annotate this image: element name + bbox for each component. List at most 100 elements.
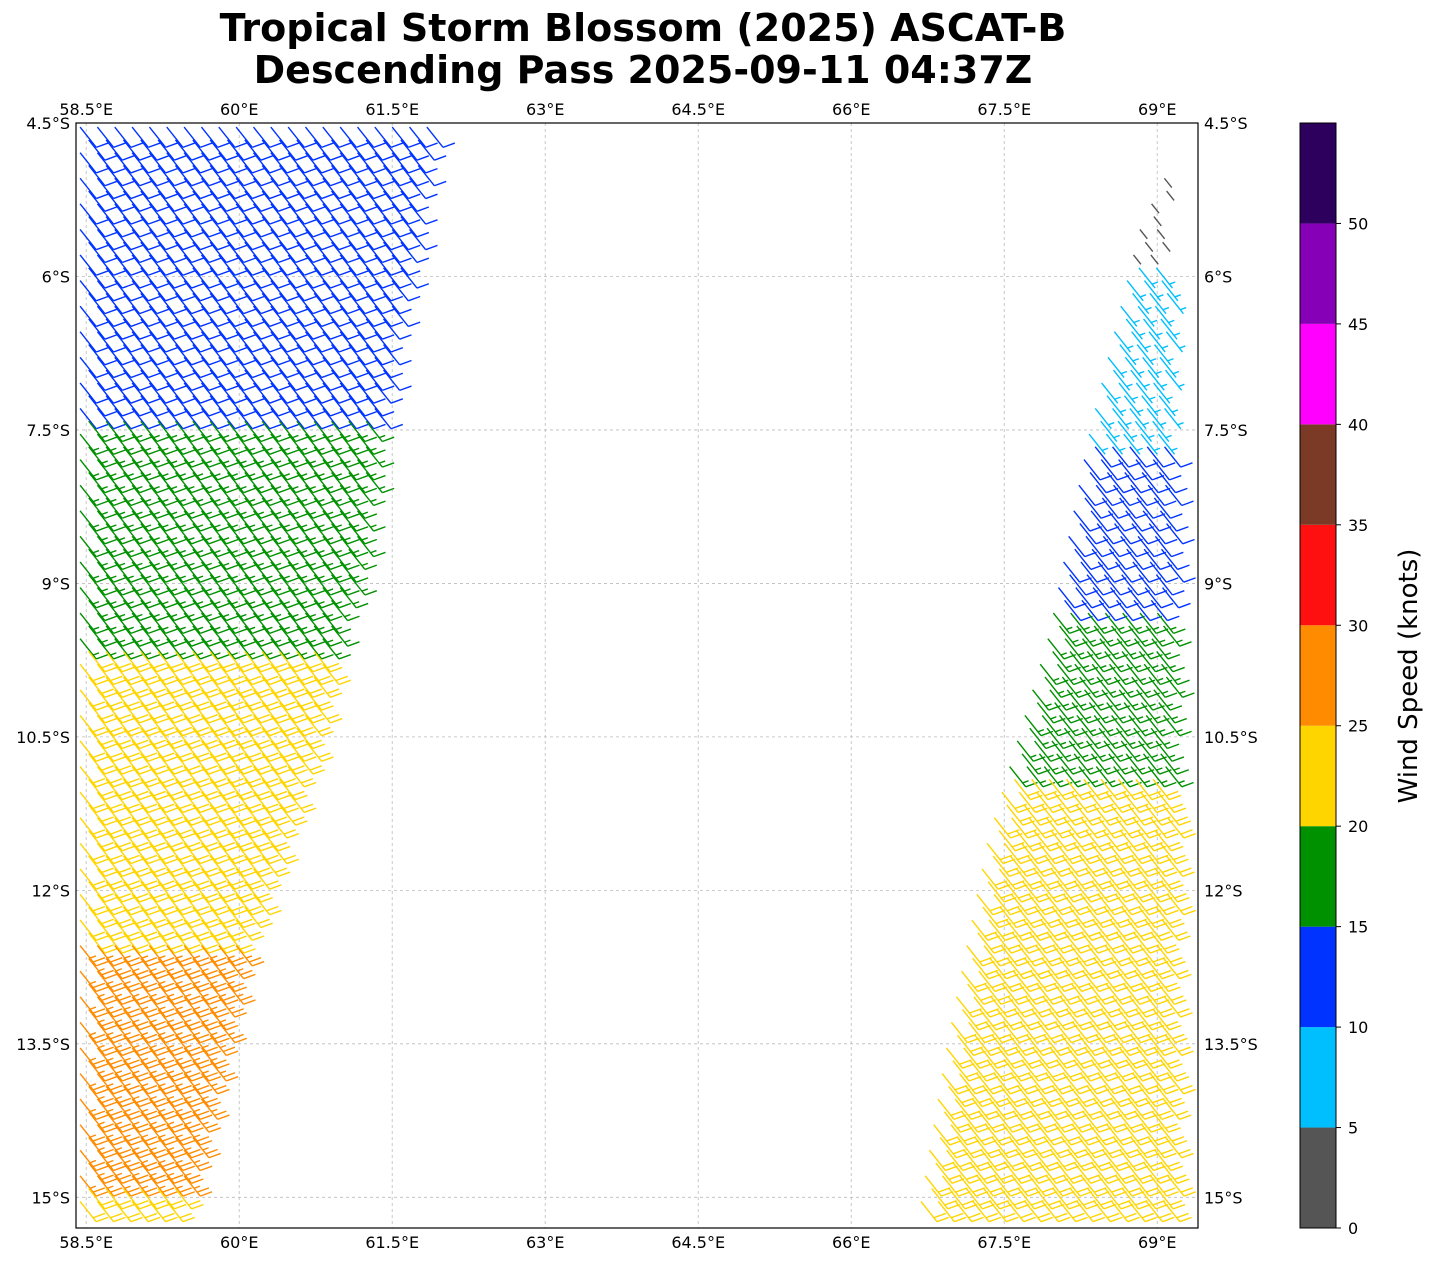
wind-barb (200, 638, 230, 660)
wind-barb (339, 280, 369, 302)
barb-feather-full (173, 283, 187, 289)
barb-feather-full (113, 577, 126, 583)
barb-feather-half (1168, 319, 1175, 324)
wind-barb (96, 484, 126, 507)
barb-feather-half (240, 511, 247, 516)
barb-shaft (235, 228, 253, 251)
barb-shaft (348, 241, 366, 263)
barb-shaft (339, 382, 357, 404)
barb-feather-half (193, 1159, 201, 1164)
wind-barb (235, 587, 265, 609)
barb-shaft (157, 139, 175, 161)
barb-shaft (417, 165, 435, 187)
barb-feather-full (269, 347, 282, 353)
barb-shaft (235, 254, 253, 276)
barb-feather-full (121, 487, 135, 494)
barb-feather-full (217, 1088, 230, 1095)
barb-shaft (252, 254, 271, 276)
barb-feather-full (260, 487, 274, 494)
barb-feather-full (295, 769, 308, 775)
barb-feather-full (104, 871, 117, 878)
barb-shaft (261, 241, 279, 263)
barb-shaft (313, 369, 331, 391)
barb-feather-full (382, 308, 395, 315)
barb-shaft (200, 203, 219, 225)
barb-feather-full (243, 948, 256, 954)
barb-feather-half (159, 955, 166, 959)
wind-barb (218, 510, 247, 532)
barb-feather-full (101, 1046, 114, 1053)
wind-barb (157, 676, 187, 698)
barb-feather-full (200, 884, 213, 890)
barb-feather-full (248, 777, 262, 784)
barb-feather-full (226, 743, 239, 750)
barb-feather-half (211, 1006, 218, 1010)
barb-feather-full (217, 756, 230, 762)
wind-barb (114, 535, 143, 558)
barb-feather-full (127, 829, 140, 835)
wind-barb (192, 651, 221, 673)
wind-barb (296, 292, 326, 315)
wind-barb (148, 1021, 178, 1044)
barb-feather-full (214, 777, 227, 784)
wind-barb (114, 254, 143, 276)
barb-shaft (131, 356, 149, 379)
wind-barb (330, 241, 360, 264)
barb-feather-full (364, 308, 378, 315)
barb-feather-full (170, 816, 184, 822)
barb-feather-full (162, 931, 175, 938)
barb-feather-half (167, 993, 175, 998)
barb-feather-full (191, 155, 204, 161)
barb-feather-full (191, 436, 204, 443)
barb-feather-full (147, 1216, 161, 1223)
barb-feather-full (278, 538, 291, 545)
barb-feather-full (274, 714, 288, 720)
barb-feather-full (182, 577, 195, 583)
wind-barb (348, 497, 378, 519)
barb-feather-full (156, 590, 169, 596)
wind-barb (261, 676, 291, 698)
barb-feather-full (188, 893, 201, 899)
barb-feather-half (205, 613, 212, 618)
wind-barb (304, 561, 334, 583)
barb-feather-full (95, 781, 109, 788)
barb-feather-full (179, 675, 192, 682)
wind-barb (140, 420, 169, 443)
barb-feather-full (113, 756, 126, 762)
barb-feather-half (205, 485, 212, 490)
barb-feather-full (338, 321, 352, 328)
barb-feather-full (139, 1024, 152, 1031)
barb-feather-full (104, 845, 117, 852)
barb-feather-full (95, 1037, 109, 1044)
barb-feather-half (266, 601, 273, 605)
barb-feather-full (416, 283, 430, 289)
barb-feather-full (130, 602, 143, 609)
barb-feather-half (231, 652, 238, 656)
barb-shaft (140, 292, 158, 315)
barb-feather-full (321, 347, 334, 353)
wind-barb (79, 868, 109, 890)
barb-feather-full (147, 833, 161, 839)
barb-feather-full (153, 995, 166, 1002)
barb-feather-full (144, 1136, 158, 1142)
barb-feather-full (260, 334, 274, 340)
wind-barb (339, 203, 369, 225)
barb-feather-full (234, 807, 247, 814)
barb-feather-half (205, 537, 212, 541)
barb-shaft (131, 382, 149, 404)
wind-barb (200, 535, 230, 558)
wind-barb (166, 587, 195, 609)
barb-shaft (140, 318, 158, 340)
wind-barb (183, 331, 213, 353)
barb-feather-full (139, 538, 152, 545)
wind-barb (166, 740, 195, 762)
barb-feather-full (130, 1139, 143, 1146)
barb-feather-half (231, 549, 238, 554)
wind-barb (296, 676, 326, 698)
barb-feather-full (382, 359, 395, 366)
barb-feather-full (121, 334, 135, 340)
barb-feather-full (260, 385, 274, 392)
wind-barb (235, 945, 265, 967)
barb-feather-half (326, 537, 334, 541)
barb-feather-full (226, 410, 239, 417)
